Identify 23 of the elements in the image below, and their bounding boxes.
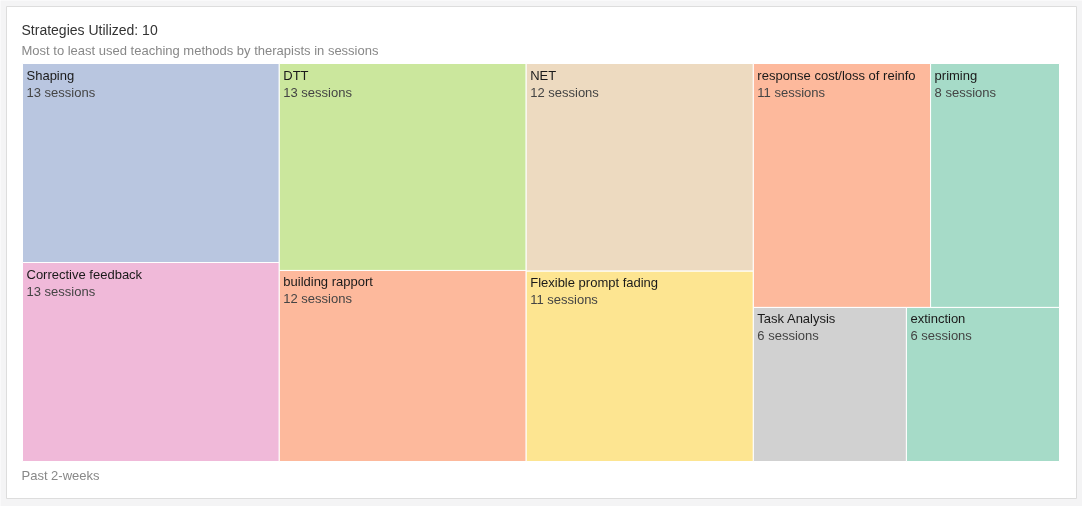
category-label: NET [530,67,557,83]
category-label: DTT [283,67,309,83]
data-label: 8 sessions [934,84,997,100]
data-label: 11 sessions [757,84,826,100]
data-label: 13 sessions [26,84,96,100]
data-label: 6 sessions [757,328,820,344]
text: Most to least used teaching methods by therapists in sessions [21,42,379,58]
category-label: extinction [910,311,966,327]
data-label: 6 sessions [910,328,973,344]
category-label: Task Analysis [757,311,836,327]
text: Strategies Utilized: 10 [21,21,158,38]
category-label: priming [934,67,978,83]
category-label: building rapport [283,274,374,290]
category-label: Corrective feedback [26,266,143,282]
data-label: 11 sessions [530,292,599,308]
category-label: Shaping [26,67,75,83]
data-label: 12 sessions [530,84,600,100]
data-label: 13 sessions [26,283,96,299]
category-label: Flexible prompt fading [530,275,659,291]
data-label: 12 sessions [283,291,353,307]
data-label: 13 sessions [283,84,353,100]
text: Past 2-weeks [21,467,101,483]
category-label: response cost/loss of reinfo [757,67,916,83]
